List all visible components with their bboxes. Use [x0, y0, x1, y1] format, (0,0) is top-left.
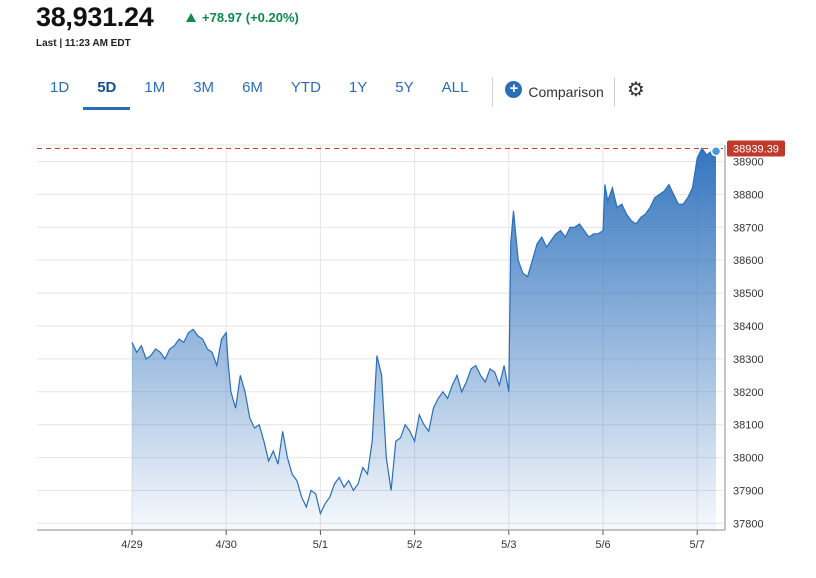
series-line — [131, 147, 717, 516]
y-tick-label: 38700 — [733, 222, 764, 234]
tab-1y[interactable]: 1Y — [348, 79, 368, 96]
x-tick-label: 4/29 — [121, 539, 142, 551]
x-tick-label: 5/1 — [313, 539, 328, 551]
chart-axes: 37800 37900 38000 38100 38200 38300 38400 38500… — [37, 140, 785, 551]
plus-circle-icon: + — [505, 80, 523, 98]
y-tick-label: 38900 — [733, 156, 764, 168]
toolbar-divider-2 — [613, 77, 615, 107]
y-tick-label: 38400 — [733, 321, 764, 333]
y-tick-label: 38800 — [733, 189, 764, 201]
y-tick-label: 38100 — [733, 420, 764, 432]
x-tick-label: 5/3 — [501, 539, 516, 551]
up-arrow-icon — [186, 13, 196, 22]
price-change: +78.97 (+0.20%) — [186, 10, 299, 25]
x-tick-label: 5/2 — [407, 539, 422, 551]
comparison-button[interactable]: + Comparison — [505, 74, 604, 110]
current-value-label: 38939.39 — [733, 143, 779, 155]
current-value-badge — [727, 140, 785, 157]
tab-1d[interactable]: 1D — [50, 79, 70, 96]
x-tick-label: 5/7 — [690, 539, 705, 551]
last-updated: Last | 11:23 AM EDT — [36, 38, 131, 49]
y-tick-label: 37900 — [733, 486, 764, 498]
range-tabs: 1D 5D 1M 3M 6M YTD 1Y 5Y ALL + Compariso… — [36, 74, 645, 110]
y-tick-label: 38300 — [733, 354, 764, 366]
tab-5y[interactable]: 5Y — [395, 79, 414, 96]
tab-6m[interactable]: 6M — [242, 79, 263, 96]
price-change-value: +78.97 (+0.20%) — [202, 10, 299, 25]
comparison-label: Comparison — [528, 84, 604, 100]
chart-area — [131, 147, 717, 531]
gear-icon[interactable]: ⚙ — [626, 78, 645, 101]
tab-1m[interactable]: 1M — [144, 79, 166, 96]
index-price: 38,931.24 — [36, 2, 154, 32]
y-tick-label: 38200 — [733, 387, 764, 399]
x-tick-label: 5/6 — [595, 539, 610, 551]
tab-3m[interactable]: 3M — [193, 79, 215, 96]
tab-ytd[interactable]: YTD — [290, 79, 321, 96]
x-tick-label: 4/30 — [215, 539, 236, 551]
y-tick-label: 38500 — [733, 288, 764, 300]
y-tick-label: 38000 — [733, 453, 764, 465]
area-fill — [132, 148, 716, 531]
current-point-marker — [710, 146, 722, 157]
toolbar-divider — [492, 77, 494, 107]
tab-all[interactable]: ALL — [441, 79, 469, 96]
y-tick-label: 37800 — [733, 518, 764, 530]
tab-5d[interactable]: 5D — [83, 74, 131, 110]
y-tick-label: 38600 — [733, 255, 764, 267]
